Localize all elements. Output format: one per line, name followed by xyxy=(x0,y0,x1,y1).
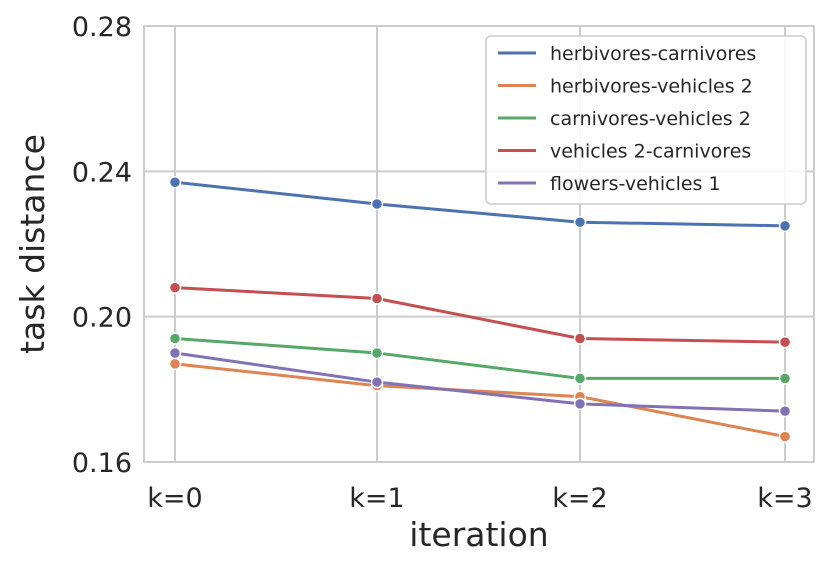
data-point xyxy=(370,375,384,389)
data-point xyxy=(573,332,587,345)
y-tick-label: 0.16 xyxy=(72,448,132,479)
x-tick-label: k=1 xyxy=(349,483,404,514)
legend-item: vehicles 2-carnivores xyxy=(498,141,751,163)
y-tick-label: 0.28 xyxy=(72,12,132,43)
legend-item: carnivores-vehicles 2 xyxy=(498,108,751,130)
series-carnivores-vehicles-2 xyxy=(168,332,792,385)
data-point xyxy=(168,357,182,371)
series-herbivores-carnivores xyxy=(168,175,792,233)
legend-label: vehicles 2-carnivores xyxy=(550,141,751,163)
data-point xyxy=(168,175,182,189)
x-tick-labels: k=0 k=1 k=2 k=3 xyxy=(147,483,812,514)
x-tick-label: k=3 xyxy=(757,483,812,514)
legend-label: carnivores-vehicles 2 xyxy=(550,108,751,130)
data-point xyxy=(573,372,587,385)
data-point xyxy=(778,372,792,385)
data-point xyxy=(370,197,384,211)
series-vehicles-2-carnivores xyxy=(168,281,792,349)
data-point xyxy=(778,219,792,233)
data-point xyxy=(778,404,792,418)
plot-area xyxy=(143,25,815,463)
legend-item: flowers-vehicles 1 xyxy=(498,173,721,195)
data-point xyxy=(370,292,384,305)
legend: herbivores-carnivores herbivores-vehicles… xyxy=(485,35,807,205)
x-tick-label: k=0 xyxy=(147,483,202,514)
y-tick-label: 0.24 xyxy=(72,157,132,188)
legend-box xyxy=(485,35,807,205)
x-axis-title: iteration xyxy=(409,515,548,554)
y-tick-label: 0.20 xyxy=(72,303,132,334)
x-tick-label: k=2 xyxy=(552,483,607,514)
legend-label: flowers-vehicles 1 xyxy=(550,173,721,195)
series-line xyxy=(174,286,786,344)
series-flowers-vehicles-1 xyxy=(168,346,792,418)
series-line xyxy=(174,351,786,413)
data-point xyxy=(370,346,384,360)
series-line xyxy=(174,180,786,228)
series-line xyxy=(174,336,785,380)
data-point xyxy=(778,430,792,443)
legend-label: herbivores-vehicles 2 xyxy=(550,76,753,98)
legend-item: herbivores-carnivores xyxy=(498,43,756,65)
y-tick-labels: 0.16 0.20 0.24 0.28 xyxy=(72,12,132,479)
series-layer xyxy=(168,175,792,443)
data-point xyxy=(573,397,587,411)
legend-label: herbivores-carnivores xyxy=(550,43,756,65)
series-line xyxy=(174,362,786,439)
data-point xyxy=(573,215,587,229)
series-herbivores-vehicles-2 xyxy=(168,357,792,443)
data-point xyxy=(778,335,792,349)
data-point xyxy=(168,332,182,345)
data-point xyxy=(168,346,182,360)
legend-item: herbivores-vehicles 2 xyxy=(498,76,753,98)
data-point xyxy=(168,281,182,294)
y-axis-title: task distance xyxy=(13,134,52,354)
